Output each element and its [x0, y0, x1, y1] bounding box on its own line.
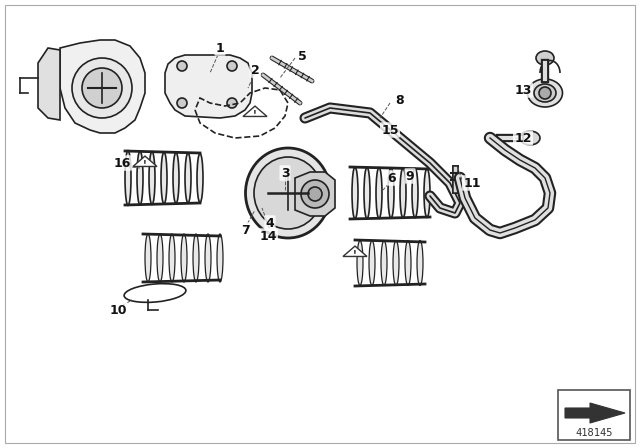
- Ellipse shape: [520, 131, 540, 145]
- Ellipse shape: [364, 167, 370, 219]
- Ellipse shape: [369, 241, 375, 285]
- Text: 10: 10: [109, 303, 127, 316]
- Text: 9: 9: [406, 169, 414, 182]
- Circle shape: [72, 58, 132, 118]
- Ellipse shape: [169, 234, 175, 282]
- Polygon shape: [133, 156, 157, 167]
- Circle shape: [227, 61, 237, 71]
- Ellipse shape: [145, 234, 151, 282]
- Text: 13: 13: [515, 83, 532, 96]
- Ellipse shape: [125, 151, 131, 206]
- Ellipse shape: [157, 234, 163, 282]
- Ellipse shape: [185, 153, 191, 203]
- Bar: [558, 390, 630, 440]
- Polygon shape: [565, 403, 625, 423]
- Text: 7: 7: [241, 224, 250, 237]
- Ellipse shape: [246, 148, 330, 238]
- Text: 14: 14: [259, 229, 276, 242]
- Ellipse shape: [205, 234, 211, 282]
- Circle shape: [177, 61, 187, 71]
- Polygon shape: [38, 48, 60, 120]
- Ellipse shape: [417, 241, 423, 285]
- Polygon shape: [343, 246, 367, 256]
- Ellipse shape: [405, 241, 411, 285]
- Polygon shape: [60, 40, 145, 133]
- Text: 12: 12: [515, 132, 532, 145]
- Ellipse shape: [149, 151, 155, 204]
- Text: !: !: [353, 250, 357, 258]
- Circle shape: [82, 68, 122, 108]
- Ellipse shape: [376, 168, 382, 219]
- Ellipse shape: [388, 168, 394, 218]
- Ellipse shape: [197, 154, 203, 202]
- Ellipse shape: [217, 234, 223, 282]
- Text: 5: 5: [298, 49, 307, 63]
- Text: !: !: [143, 159, 147, 168]
- Ellipse shape: [357, 241, 363, 285]
- Text: 6: 6: [388, 172, 396, 185]
- Polygon shape: [243, 106, 267, 116]
- Ellipse shape: [181, 234, 187, 282]
- Text: 4: 4: [266, 216, 275, 229]
- Circle shape: [308, 187, 322, 201]
- Text: 2: 2: [251, 64, 259, 77]
- Circle shape: [539, 87, 551, 99]
- Text: !: !: [253, 109, 257, 119]
- Text: 1: 1: [216, 42, 225, 55]
- Ellipse shape: [393, 241, 399, 285]
- Text: 11: 11: [463, 177, 481, 190]
- Circle shape: [177, 98, 187, 108]
- Ellipse shape: [161, 152, 167, 204]
- Text: 3: 3: [281, 167, 289, 180]
- Ellipse shape: [527, 79, 563, 107]
- Text: 418145: 418145: [575, 428, 612, 438]
- Ellipse shape: [193, 234, 199, 282]
- Text: 8: 8: [396, 94, 404, 107]
- Ellipse shape: [352, 167, 358, 219]
- Ellipse shape: [381, 241, 387, 285]
- Ellipse shape: [412, 168, 418, 218]
- Ellipse shape: [424, 168, 430, 217]
- Text: 16: 16: [113, 156, 131, 169]
- Ellipse shape: [400, 168, 406, 218]
- Text: 15: 15: [381, 124, 399, 137]
- Ellipse shape: [534, 84, 556, 102]
- Ellipse shape: [254, 157, 322, 229]
- Circle shape: [301, 180, 329, 208]
- Ellipse shape: [137, 151, 143, 205]
- Circle shape: [227, 98, 237, 108]
- Ellipse shape: [173, 152, 179, 203]
- Ellipse shape: [536, 51, 554, 65]
- Polygon shape: [295, 172, 335, 216]
- Polygon shape: [165, 55, 252, 118]
